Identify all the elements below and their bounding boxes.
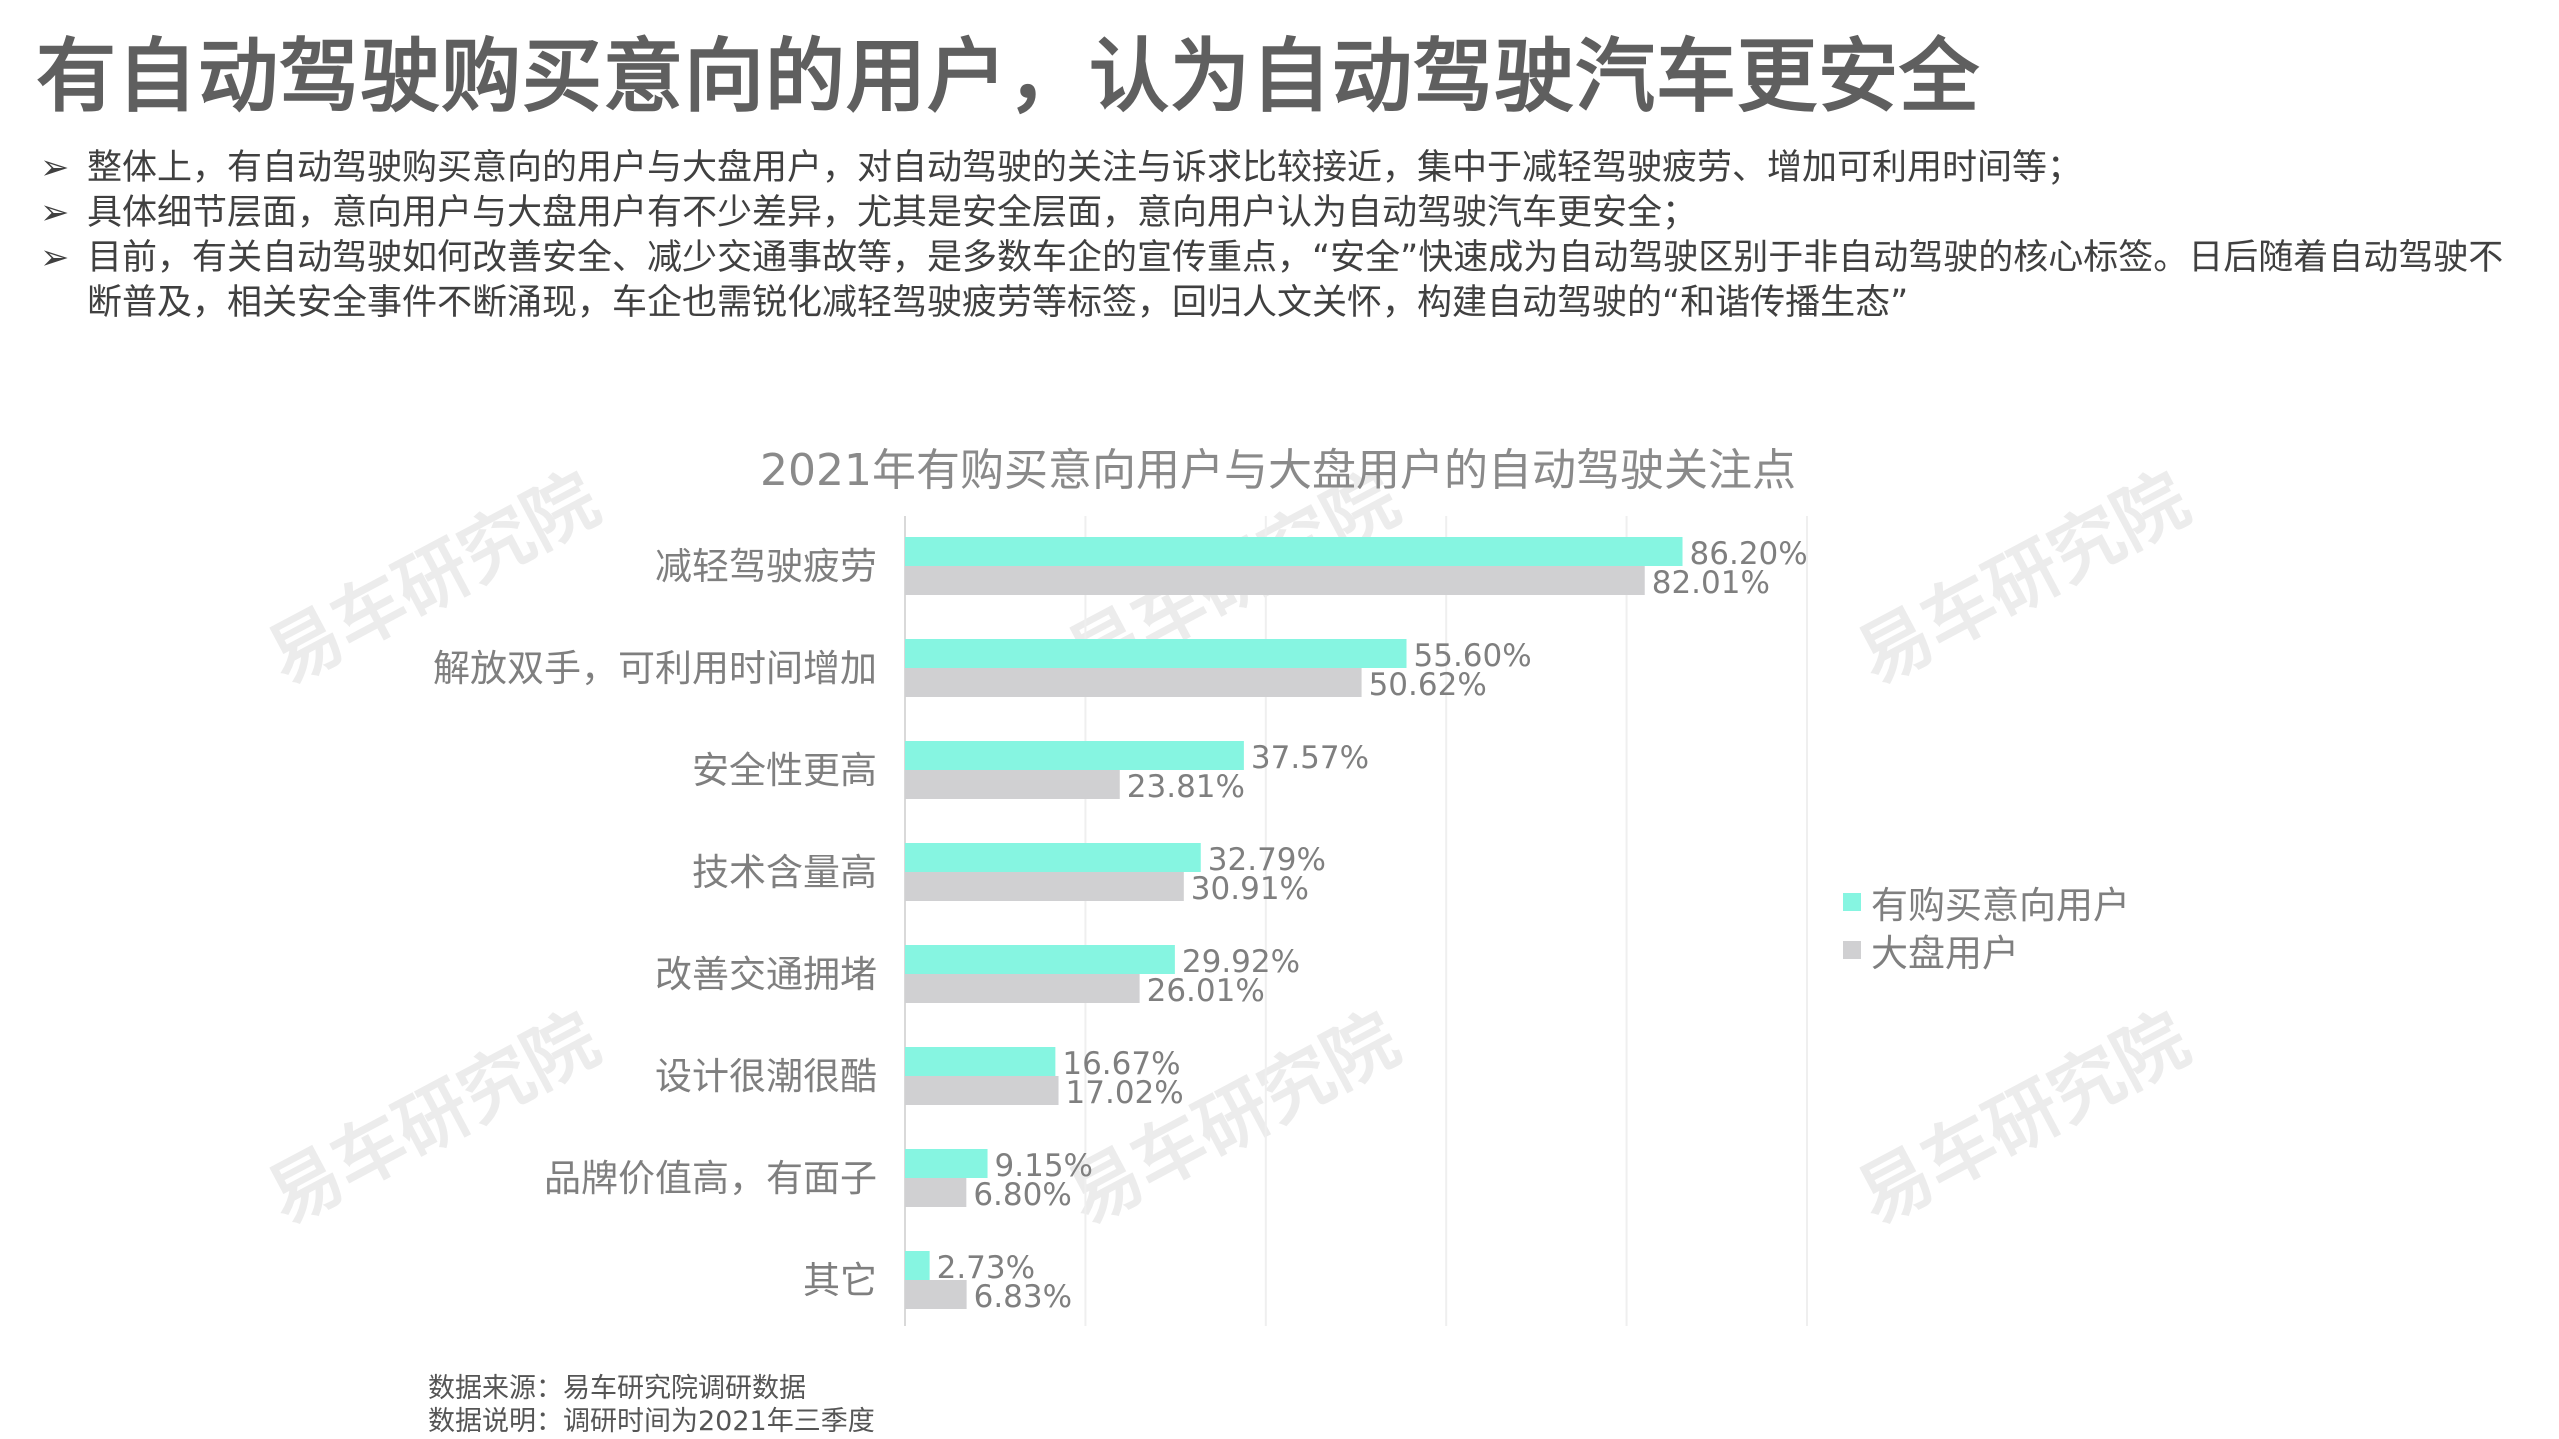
bar <box>905 1149 988 1178</box>
bullet-item: ➢ 整体上，有自动驾驶购买意向的用户与大盘用户，对自动驾驶的关注与诉求比较接近，集… <box>40 146 2530 191</box>
data-source: 数据来源：易车研究院调研数据 <box>428 1373 806 1404</box>
data-label: 16.67% <box>1062 1046 1180 1082</box>
bar <box>905 1178 967 1207</box>
data-label: 6.83% <box>974 1279 1072 1315</box>
bar <box>905 668 1362 697</box>
category-label: 设计很潮很酷 <box>655 1055 877 1098</box>
category-label: 其它 <box>803 1259 877 1302</box>
bullet-arrow-icon: ➢ <box>40 148 70 188</box>
bullet-item: ➢ 目前，有关自动驾驶如何改善安全、减少交通事故等，是多数车企的宣传重点，“安全”… <box>40 236 2530 326</box>
bar <box>905 1251 930 1280</box>
data-label: 37.57% <box>1251 740 1369 776</box>
bullet-text: 目前，有关自动驾驶如何改善安全、减少交通事故等，是多数车企的宣传重点，“安全”快… <box>87 238 2504 323</box>
bullet-item: ➢ 具体细节层面，意向用户与大盘用户有不少差异，尤其是安全层面，意向用户认为自动驾… <box>40 191 2530 236</box>
data-label: 55.60% <box>1414 638 1532 674</box>
bar <box>905 1076 1059 1105</box>
legend-item: 有购买意向用户 <box>1843 878 2130 927</box>
bar <box>905 741 1244 770</box>
data-label: 86.20% <box>1690 536 1808 572</box>
data-note: 数据说明：调研时间为2021年三季度 <box>428 1406 875 1437</box>
bar <box>905 1047 1056 1076</box>
category-label: 改善交通拥堵 <box>655 953 877 996</box>
data-label: 29.92% <box>1182 944 1300 980</box>
bar <box>905 566 1645 595</box>
bar <box>905 872 1184 901</box>
category-label: 减轻驾驶疲劳 <box>655 545 877 588</box>
legend-swatch <box>1843 893 1861 911</box>
data-label: 82.01% <box>1652 565 1770 601</box>
bar <box>905 770 1120 799</box>
data-label: 6.80% <box>973 1177 1071 1213</box>
legend-label: 有购买意向用户 <box>1871 884 2130 927</box>
chart-title: 2021年有购买意向用户与大盘用户的自动驾驶关注点 <box>760 445 1796 496</box>
legend-swatch <box>1843 941 1861 959</box>
category-label: 技术含量高 <box>692 851 877 894</box>
data-label: 30.91% <box>1191 871 1309 907</box>
legend-label: 大盘用户 <box>1871 932 2019 975</box>
bullet-arrow-icon: ➢ <box>40 193 70 233</box>
data-label: 9.15% <box>995 1148 1093 1184</box>
category-label: 解放双手，可利用时间增加 <box>433 647 877 690</box>
bullet-text: 整体上，有自动驾驶购买意向的用户与大盘用户，对自动驾驶的关注与诉求比较接近，集中… <box>87 148 2083 188</box>
data-label: 32.79% <box>1208 842 1326 878</box>
data-label: 17.02% <box>1066 1075 1184 1111</box>
bar <box>905 843 1201 872</box>
category-label: 安全性更高 <box>692 749 877 792</box>
data-label: 23.81% <box>1127 769 1245 805</box>
legend: 有购买意向用户 大盘用户 <box>1843 878 2130 975</box>
data-label: 50.62% <box>1369 667 1487 703</box>
bar <box>905 1280 967 1309</box>
bar <box>905 537 1683 566</box>
page-title: 有自动驾驶购买意向的用户，认为自动驾驶汽车更安全 <box>36 30 1980 123</box>
category-label: 品牌价值高，有面子 <box>544 1157 877 1200</box>
bar <box>905 639 1407 668</box>
bullet-text: 具体细节层面，意向用户与大盘用户有不少差异，尤其是安全层面，意向用户认为自动驾驶… <box>87 193 1698 233</box>
legend-item: 大盘用户 <box>1843 926 2130 975</box>
bar <box>905 974 1140 1003</box>
bullet-arrow-icon: ➢ <box>40 238 70 278</box>
bullet-list: ➢ 整体上，有自动驾驶购买意向的用户与大盘用户，对自动驾驶的关注与诉求比较接近，集… <box>40 146 2530 326</box>
bar <box>905 945 1175 974</box>
data-label: 26.01% <box>1147 973 1265 1009</box>
footer: 数据来源：易车研究院调研数据 数据说明：调研时间为2021年三季度 <box>428 1372 875 1438</box>
